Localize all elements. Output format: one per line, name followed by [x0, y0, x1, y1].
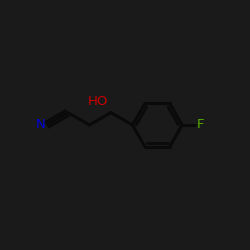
Text: F: F [197, 118, 204, 132]
Text: HO: HO [88, 95, 108, 108]
Text: N: N [35, 118, 45, 132]
